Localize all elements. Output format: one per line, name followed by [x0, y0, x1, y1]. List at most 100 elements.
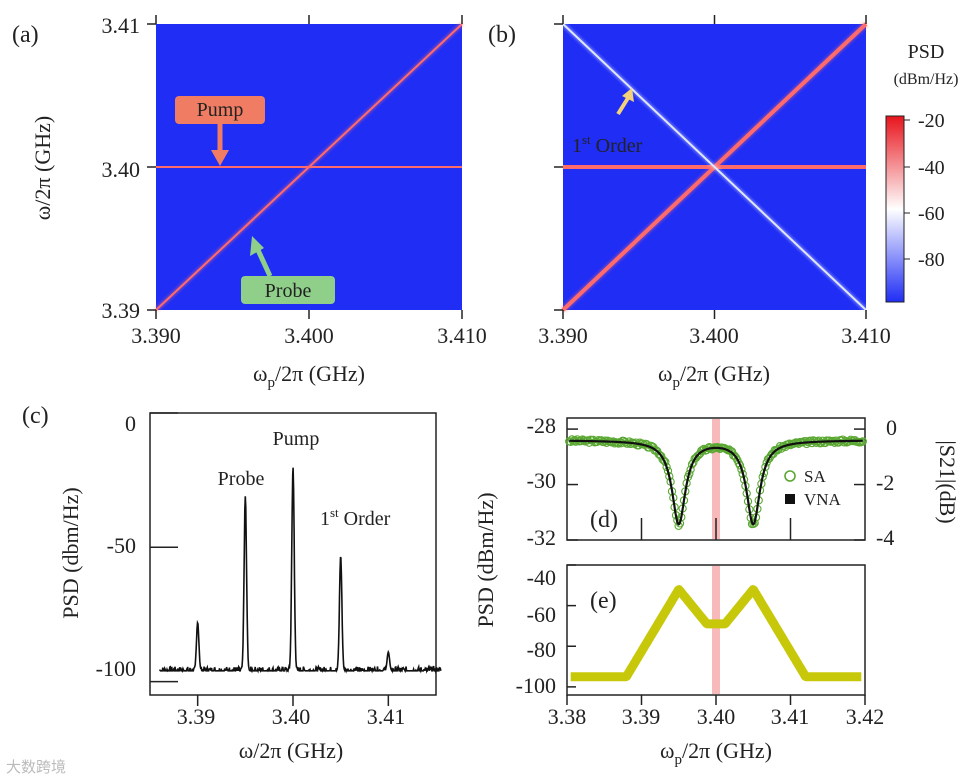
- panel-d-pump-marker: [712, 419, 720, 539]
- c-ylabel: PSD (dbm/Hz): [58, 487, 83, 618]
- sa-point: [766, 451, 775, 461]
- c-xlabel: ω/2π (GHz): [239, 738, 343, 763]
- legend-sa-symbol: [784, 470, 796, 482]
- e-ytick-1: -60: [527, 602, 556, 627]
- panel-c-spectrum: [158, 467, 442, 674]
- first-order-arrow-shaft: [616, 96, 630, 116]
- cb-label-4: -80: [918, 249, 945, 271]
- panel-e: (e) -40 -60 -80 -100 3.38 3.39 3.40 3.41…: [473, 492, 884, 768]
- first-order-peak-label: 1st Order: [320, 505, 391, 530]
- c-ytick-2: -100: [96, 656, 136, 681]
- sa-point: [654, 449, 663, 459]
- b-xlabel: ωp/2π (GHz): [658, 361, 770, 391]
- panel-e-label: (e): [590, 588, 617, 614]
- b-xtick-3: 3.410: [841, 323, 891, 348]
- d-ytick-r-2: -4: [876, 525, 894, 550]
- a-xtick-3: 3.410: [437, 323, 487, 348]
- pump-label-box: [175, 96, 265, 124]
- panel-a-ticks: [147, 15, 463, 319]
- c-ytick-0: 0: [125, 411, 136, 436]
- colorbar-units: (dBm/Hz): [894, 71, 959, 88]
- panel-d-ticks: [567, 428, 865, 541]
- pump-peak-label: Pump: [273, 428, 320, 450]
- pump-label: Pump: [197, 99, 244, 121]
- panel-b-label: (b): [488, 22, 516, 48]
- d-ylabel-right: |S21|(dB): [935, 440, 960, 523]
- sa-point: [662, 462, 671, 472]
- d-ytick-l-1: -30: [527, 468, 556, 493]
- a-lines-line-probe: [155, 23, 463, 311]
- sa-point: [809, 436, 818, 445]
- a-ylabel: ω/2π (GHz): [30, 116, 55, 220]
- panel-e-ticks: [566, 564, 866, 705]
- pump-arrow-head: [211, 150, 229, 166]
- legend-vna-symbol: [785, 494, 795, 504]
- e-xlabel: ωp/2π (GHz): [660, 738, 772, 768]
- b-xtick-2: 3.400: [689, 323, 739, 348]
- sa-point: [735, 461, 745, 470]
- probe-arrow-head: [250, 236, 264, 256]
- colorbar-gradient: [885, 115, 905, 303]
- sa-point: [655, 451, 665, 460]
- sa-point: [693, 451, 702, 461]
- probe-label-box: [241, 276, 335, 304]
- panel-d: (d) SA VNA -28 -30 -32 0 -2 -4 |S21|(dB): [527, 413, 960, 550]
- first-order-arrow-head: [622, 88, 634, 102]
- de-ylabel-left: PSD (dBm/Hz): [473, 492, 498, 627]
- d-ytick-l-0: -28: [527, 413, 556, 438]
- colorbar: PSD (dBm/Hz) -20 -40 -60 -80: [885, 41, 959, 303]
- e-xtick-4: 3.42: [846, 704, 885, 729]
- probe-arrow-shaft: [255, 248, 273, 278]
- a-ytick-2: 3.40: [102, 157, 141, 182]
- probe-annotation: Probe: [241, 236, 335, 304]
- a-xtick-1: 3.390: [131, 323, 181, 348]
- panel-d-vna-line: [569, 439, 863, 526]
- panel-e-spectrum: [567, 585, 865, 682]
- watermark: 大数跨境: [6, 758, 67, 776]
- panel-b: (b) 1st Order 3.390 3.400 3.410 ωp/2π (G…: [488, 15, 958, 391]
- a-xtick-2: 3.400: [284, 323, 334, 348]
- probe-label: Probe: [265, 280, 312, 302]
- panel-c-label: (c): [22, 403, 49, 429]
- e-xtick-1: 3.39: [622, 704, 661, 729]
- e-ytick-3: -100: [516, 673, 556, 698]
- cb-label-2: -40: [918, 157, 945, 179]
- probe-peak-label: Probe: [218, 468, 265, 490]
- b-lines-line-1st-order: [562, 23, 867, 311]
- d-ytick-l-2: -32: [527, 525, 556, 550]
- c-ytick-1: -50: [107, 533, 136, 558]
- panel-b-lines: [560, 21, 869, 313]
- first-order-annotation: 1st Order: [572, 88, 643, 157]
- panel-d-label: (d): [590, 507, 618, 533]
- e-ytick-0: -40: [527, 565, 556, 590]
- panel-b-ticks: [554, 15, 867, 319]
- sa-point: [773, 446, 782, 455]
- e-ytick-2: -80: [527, 637, 556, 662]
- panel-a-lines: [154, 22, 464, 312]
- e-xtick-0: 3.38: [548, 704, 587, 729]
- c-xtick-2: 3.40: [272, 704, 311, 729]
- c-xtick-1: 3.39: [177, 704, 216, 729]
- cb-label-3: -60: [918, 203, 945, 225]
- colorbar-title: PSD: [908, 41, 945, 63]
- e-xtick-2: 3.40: [697, 704, 736, 729]
- d-ytick-r-0: 0: [886, 415, 897, 440]
- legend-sa-label: SA: [804, 467, 826, 486]
- panel-c-frame: [149, 412, 437, 696]
- panel-a: (a) Pump Probe 3.41 3.40 3.39 3.390 3.40…: [12, 13, 487, 391]
- a-ytick-3: 3.41: [102, 13, 141, 38]
- d-ytick-r-1: -2: [876, 470, 894, 495]
- sa-point: [694, 450, 703, 460]
- first-order-label: 1st Order: [572, 132, 643, 157]
- e-xtick-3: 3.41: [771, 704, 810, 729]
- a-xlabel: ωp/2π (GHz): [253, 361, 365, 391]
- panel-a-label: (a): [12, 22, 39, 48]
- sa-point: [578, 435, 587, 444]
- legend-vna-label: VNA: [804, 490, 842, 509]
- pump-annotation: Pump: [175, 96, 265, 166]
- b-xtick-1: 3.390: [538, 323, 588, 348]
- c-xtick-3: 3.41: [367, 704, 406, 729]
- sa-point: [689, 458, 698, 467]
- panel-e-pump-marker: [712, 566, 720, 694]
